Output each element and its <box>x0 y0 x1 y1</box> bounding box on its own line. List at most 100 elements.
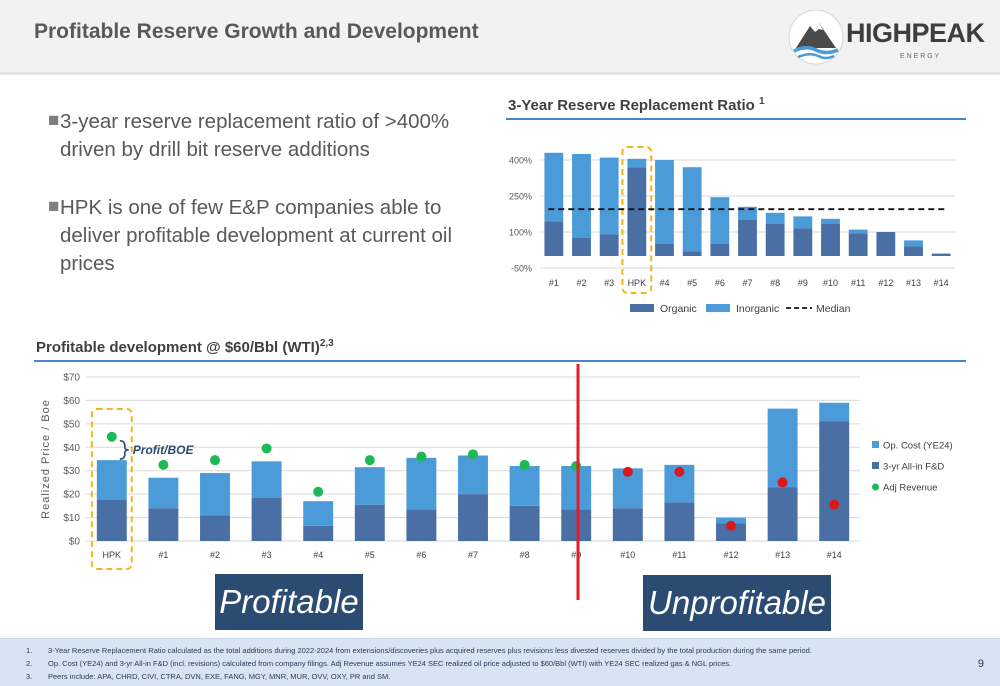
dev-x-tick-label: #14 <box>827 550 842 560</box>
mountain-peak-shape <box>796 23 836 48</box>
dev-bar-fd <box>561 509 592 541</box>
rrr-legend-swatch <box>630 304 654 312</box>
bullet-text: HPK is one of few E&P companies able to … <box>60 196 452 275</box>
rrr-x-tick-label: #8 <box>770 278 780 288</box>
dev-title-text: Profitable development @ $60/Bbl (WTI) <box>36 339 320 356</box>
rrr-section-rule <box>506 118 966 120</box>
page-number: 9 <box>977 658 984 670</box>
rrr-bar-organic <box>904 246 923 256</box>
dev-bar-opcost <box>819 402 850 422</box>
rrr-bar-inorganic <box>655 160 674 244</box>
rrr-x-tick-label: #5 <box>687 278 697 288</box>
dev-bar-opcost <box>303 501 334 526</box>
adj-revenue-marker-red <box>726 520 736 531</box>
footnote-3: 3. Peers include: APA, CHRD, CIVI, CTRA, … <box>26 672 390 681</box>
rrr-bar-inorganic <box>627 158 647 168</box>
rrr-x-tick-label: #14 <box>934 278 949 288</box>
dev-y-tick-label: $70 <box>63 373 80 384</box>
rrr-y-tick-label: 250% <box>509 192 532 202</box>
dev-x-tick-label: #2 <box>210 550 220 560</box>
dev-x-tick-label: #13 <box>775 550 790 560</box>
rrr-legend-swatch <box>706 304 730 312</box>
rrr-legend-label: Organic <box>660 303 697 315</box>
rrr-x-tick-label: #12 <box>878 278 893 288</box>
rrr-bar-inorganic <box>599 157 619 235</box>
adj-revenue-marker-green <box>571 461 582 472</box>
rrr-bar-organic <box>710 244 730 256</box>
dev-x-tick-label: #4 <box>313 550 323 560</box>
logo-subtitle: E N E R G Y <box>900 53 939 60</box>
bullet-list: ■ 3-year reserve replacement ratio of >40… <box>48 108 493 308</box>
footnote-number: 3. <box>26 672 33 681</box>
square-bullet-icon: ■ <box>48 196 60 217</box>
water-wave-shape-2 <box>797 53 835 60</box>
rrr-bar-organic <box>765 223 785 256</box>
dev-y-tick-label: $60 <box>63 396 80 407</box>
dev-section-title: Profitable development @ $60/Bbl (WTI)2,… <box>36 338 334 356</box>
rrr-bar-organic <box>682 251 702 256</box>
dev-legend-label: 3-yr All-in F&D <box>883 462 944 473</box>
rrr-bar-organic <box>821 223 840 256</box>
dev-title-footnote: 2,3 <box>319 338 334 349</box>
rrr-y-tick-label: 100% <box>509 228 532 238</box>
rrr-bar-inorganic <box>544 152 564 222</box>
footnote-text: Op. Cost (YE24) and 3-yr All-in F&D (inc… <box>48 659 732 668</box>
footnote-2: 2. Op. Cost (YE24) and 3-yr All-in F&D (i… <box>26 659 731 668</box>
adj-revenue-marker-green <box>313 486 324 497</box>
dev-bar-opcost <box>406 457 437 510</box>
rrr-x-tick-label: #7 <box>742 278 752 288</box>
adj-revenue-marker-green <box>158 459 169 470</box>
dev-bar-opcost <box>96 460 127 500</box>
dev-x-tick-label: #12 <box>723 550 738 560</box>
rrr-bar-organic <box>655 244 674 256</box>
adj-revenue-marker-red <box>674 466 685 477</box>
footnotes-footer: 1. 3-Year Reserve Replacement Ratio calcu… <box>0 638 1000 686</box>
rrr-bar-inorganic <box>572 154 591 238</box>
bullet-text: 3-year reserve replacement ratio of >400… <box>60 110 450 161</box>
rrr-bar-inorganic <box>710 197 730 244</box>
dev-bar-fd <box>303 525 334 541</box>
dev-bar-fd <box>200 515 230 541</box>
dev-x-tick-label: #8 <box>520 550 530 560</box>
dev-x-tick-label: #7 <box>468 550 478 560</box>
dev-x-tick-label: #6 <box>416 550 426 560</box>
dev-x-tick-label: #9 <box>571 550 581 560</box>
rrr-x-tick-label: #4 <box>659 278 669 288</box>
rrr-bar-inorganic <box>821 218 840 224</box>
dev-bar-opcost <box>148 477 179 509</box>
bullet-item: ■ 3-year reserve replacement ratio of >40… <box>48 108 493 164</box>
dev-bar-fd <box>251 497 282 541</box>
rrr-bar-organic <box>599 234 619 256</box>
dev-bar-opcost <box>716 517 746 524</box>
dev-x-tick-label: HPK <box>103 550 122 560</box>
rrr-bar-organic <box>627 167 647 256</box>
rrr-title-footnote: 1 <box>758 96 765 107</box>
profit-brace <box>119 439 129 460</box>
rrr-legend-label: Inorganic <box>736 303 779 315</box>
rrr-bar-inorganic <box>904 240 923 247</box>
adj-revenue-marker-red <box>777 477 788 488</box>
adj-revenue-marker-green <box>416 451 427 462</box>
dev-y-tick-label: $10 <box>63 513 80 524</box>
adj-revenue-marker-red <box>622 466 633 477</box>
rrr-x-tick-label: #10 <box>823 278 838 288</box>
rrr-bar-inorganic <box>738 206 757 220</box>
dev-legend-swatch <box>872 462 879 469</box>
dev-y-axis-label: Realized Price / Boe <box>40 399 52 519</box>
dev-legend-swatch <box>872 441 879 448</box>
rrr-bar-organic <box>876 232 896 256</box>
adj-revenue-marker-green <box>364 455 375 466</box>
dev-x-tick-label: #3 <box>262 550 272 560</box>
dev-bar-fd <box>767 487 798 541</box>
dev-x-tick-label: #5 <box>365 550 375 560</box>
dev-y-tick-label: $50 <box>63 419 80 430</box>
adj-revenue-marker-green <box>519 459 530 470</box>
dev-bar-fd <box>509 505 540 541</box>
dev-bar-fd <box>406 509 437 541</box>
rrr-bar-organic <box>738 220 757 256</box>
dev-bar-fd <box>458 494 488 541</box>
rrr-y-tick-label: -50% <box>511 264 532 274</box>
rrr-bar-organic <box>848 233 868 256</box>
rrr-bar-organic <box>931 253 951 256</box>
